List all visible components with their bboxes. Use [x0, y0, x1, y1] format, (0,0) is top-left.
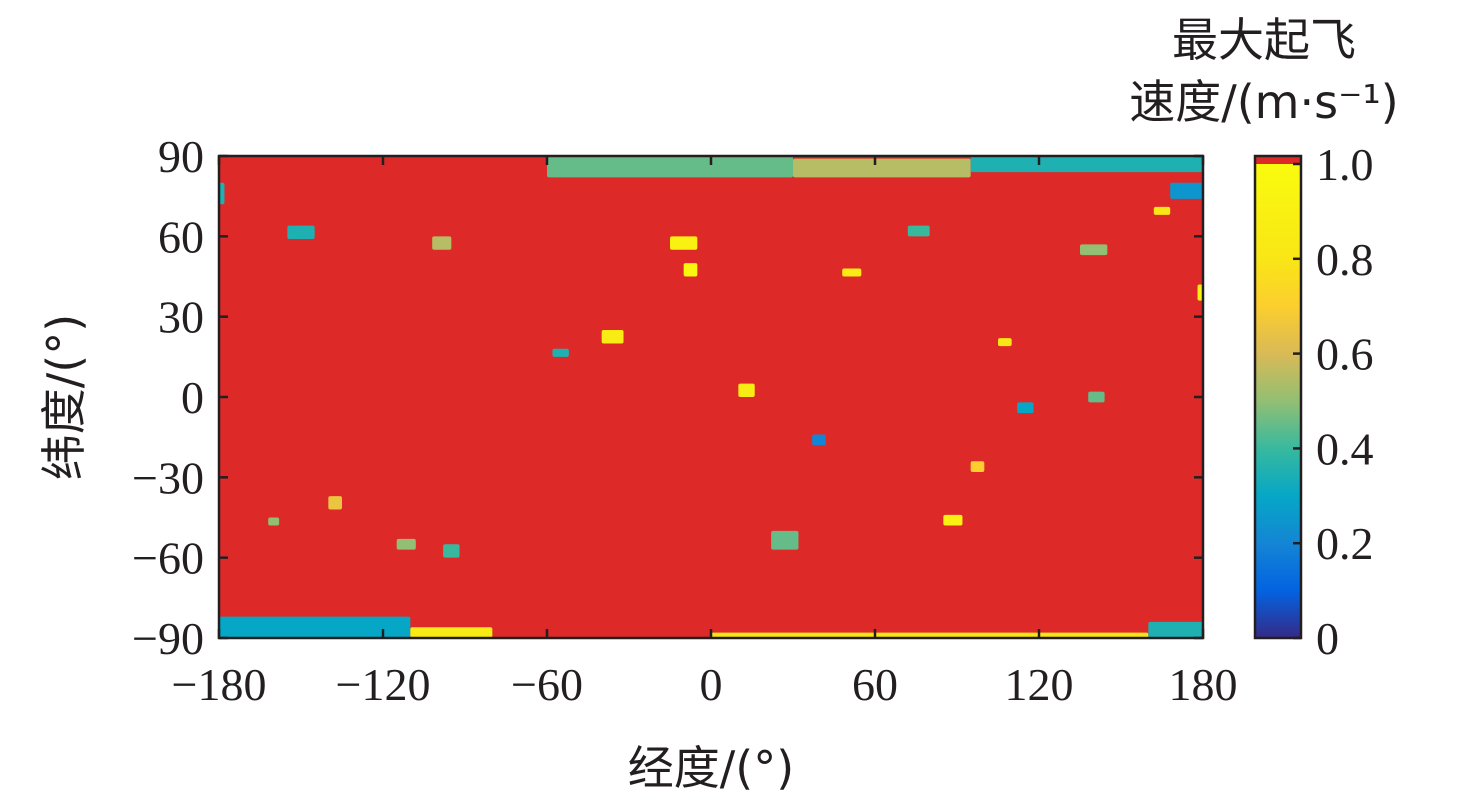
heatmap-region — [970, 461, 985, 472]
heatmap-region — [410, 627, 493, 638]
y-tick-label: −90 — [132, 613, 204, 664]
y-tick-label: 60 — [158, 211, 204, 262]
colorbar: 1.0 0.8 0.6 0.4 0.2 0 — [1253, 139, 1374, 664]
heatmap-region — [842, 268, 862, 277]
heatmap-region — [1170, 182, 1203, 199]
heatmap-region — [287, 225, 315, 240]
heatmap-region — [432, 236, 452, 250]
colorbar-tick-label: 0.6 — [1316, 329, 1374, 380]
x-tick-label: 180 — [1169, 659, 1238, 710]
heatmap-region — [771, 530, 799, 550]
heatmap-region — [443, 544, 460, 558]
colorbar-ticks: 1.0 0.8 0.6 0.4 0.2 0 — [1293, 139, 1374, 664]
x-tick-label: 60 — [852, 659, 898, 710]
x-axis-label: 经度/(°) — [628, 741, 794, 795]
x-tick-label: 0 — [700, 659, 723, 710]
heatmap-region — [670, 236, 698, 250]
heatmap-region — [812, 434, 826, 446]
heatmap-region — [1197, 284, 1203, 301]
y-tick-label: 30 — [158, 292, 204, 343]
x-tick-label: −60 — [511, 659, 583, 710]
heatmap-region — [552, 348, 569, 357]
y-tick-label: 0 — [181, 372, 204, 423]
colorbar-tick-label: 0 — [1316, 613, 1339, 664]
colorbar-tick-label: 0.4 — [1316, 423, 1374, 474]
heatmap-region — [547, 156, 793, 178]
heatmap-region — [396, 538, 416, 550]
colorbar-title-line2: 速度/(m·s⁻¹) — [1129, 75, 1399, 129]
heatmap-region — [601, 330, 624, 344]
heatmap-region — [219, 616, 411, 638]
x-tick-label: −120 — [336, 659, 431, 710]
heatmap-region — [1088, 391, 1105, 403]
colorbar-tick-label: 0.8 — [1316, 234, 1374, 285]
heatmap-region — [328, 496, 342, 510]
colorbar-frame — [1253, 154, 1303, 640]
x-axis: −180 −120 −60 0 60 120 180 — [172, 156, 1238, 710]
heatmap-region — [1148, 621, 1203, 638]
heatmap-region — [998, 338, 1012, 347]
heatmap-region — [268, 517, 280, 526]
x-tick-label: 120 — [1005, 659, 1074, 710]
x-tick-label: −180 — [172, 659, 267, 710]
heatmap-background — [219, 156, 1203, 638]
heatmap-region — [219, 182, 225, 205]
colorbar-over-color — [1255, 156, 1301, 164]
colorbar-tick-label: 0.2 — [1316, 518, 1374, 569]
heatmap-region — [1153, 206, 1171, 215]
heatmap-region — [1017, 402, 1034, 414]
colorbar-title-line1: 最大起飞 — [1172, 13, 1356, 67]
plot-area — [219, 156, 1203, 638]
colorbar-tick-label: 1.0 — [1316, 139, 1374, 190]
heatmap-region — [793, 158, 971, 178]
heatmap-region — [1080, 244, 1108, 256]
heatmap-region — [738, 383, 755, 397]
y-axis: 90 60 30 0 −30 −60 −90 — [132, 131, 1203, 664]
heatmap-region — [683, 263, 698, 277]
heatmap-region — [907, 225, 930, 237]
y-tick-label: −60 — [132, 533, 204, 584]
heatmap-region — [970, 156, 1203, 173]
y-tick-label: −30 — [132, 452, 204, 503]
heatmap-region — [943, 514, 963, 526]
colorbar-fill — [1255, 164, 1301, 638]
y-axis-label: 纬度/(°) — [37, 314, 91, 480]
y-tick-label: 90 — [158, 131, 204, 182]
